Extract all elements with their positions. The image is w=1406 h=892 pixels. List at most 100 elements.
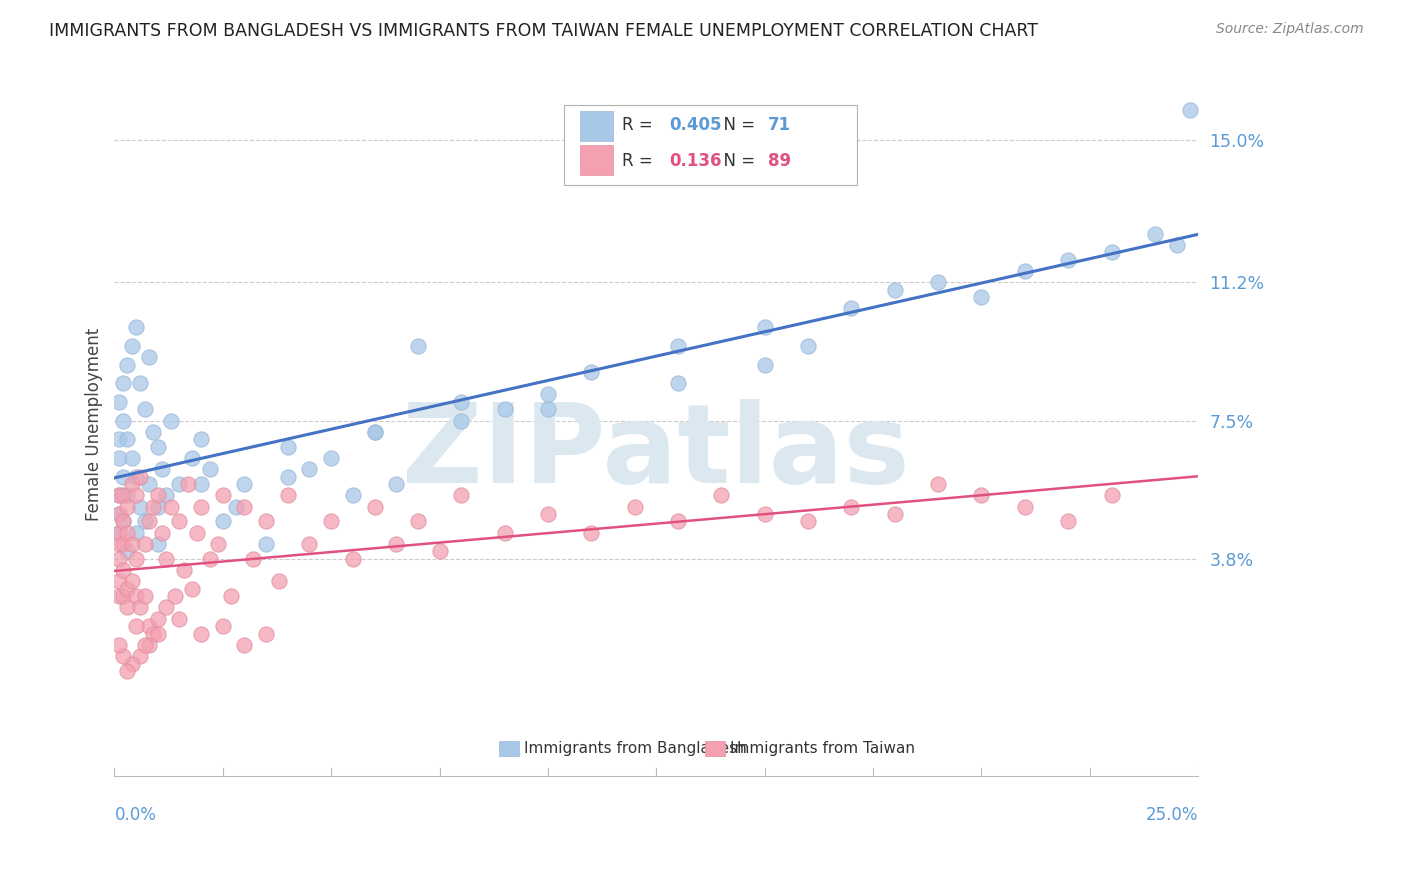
Point <box>363 425 385 439</box>
Point <box>211 488 233 502</box>
Point <box>1101 245 1123 260</box>
Text: R =: R = <box>621 116 658 134</box>
Point <box>927 477 949 491</box>
Point <box>134 638 156 652</box>
Point <box>173 563 195 577</box>
Point <box>797 339 820 353</box>
Point <box>233 477 256 491</box>
Point <box>406 339 429 353</box>
Point <box>177 477 200 491</box>
Point <box>666 376 689 391</box>
Bar <box>704 740 724 756</box>
Point <box>134 515 156 529</box>
Point <box>112 469 135 483</box>
Point <box>225 500 247 514</box>
Point <box>537 507 560 521</box>
Point <box>927 275 949 289</box>
Point <box>754 320 776 334</box>
Point <box>112 515 135 529</box>
Point <box>129 500 152 514</box>
Point <box>242 552 264 566</box>
Point <box>190 500 212 514</box>
Point <box>186 525 208 540</box>
Y-axis label: Female Unemployment: Female Unemployment <box>86 327 103 521</box>
Point <box>1166 238 1188 252</box>
Point <box>150 462 173 476</box>
Point <box>429 544 451 558</box>
Point <box>1014 264 1036 278</box>
Point <box>666 515 689 529</box>
Point <box>107 488 129 502</box>
Point <box>1014 500 1036 514</box>
FancyBboxPatch shape <box>564 104 856 186</box>
Point <box>134 589 156 603</box>
Point <box>146 537 169 551</box>
Point <box>138 477 160 491</box>
Point <box>363 425 385 439</box>
Point <box>107 638 129 652</box>
Point <box>494 525 516 540</box>
Point <box>537 387 560 401</box>
Point <box>754 507 776 521</box>
Point <box>121 537 143 551</box>
Point <box>970 488 993 502</box>
Text: Source: ZipAtlas.com: Source: ZipAtlas.com <box>1216 22 1364 37</box>
Text: 0.136: 0.136 <box>669 153 721 170</box>
Point <box>138 515 160 529</box>
Point <box>883 283 905 297</box>
Point <box>190 432 212 446</box>
Point <box>385 537 408 551</box>
Point <box>129 600 152 615</box>
Bar <box>581 145 613 175</box>
Point <box>623 500 645 514</box>
Point <box>254 515 277 529</box>
Point <box>1143 227 1166 241</box>
Text: 71: 71 <box>768 116 792 134</box>
Bar <box>499 740 519 756</box>
Point <box>107 525 129 540</box>
Point <box>112 488 135 502</box>
Point <box>134 402 156 417</box>
Point <box>1057 252 1080 267</box>
Point <box>125 619 148 633</box>
Point <box>970 290 993 304</box>
Point <box>537 402 560 417</box>
Point <box>1101 488 1123 502</box>
Point <box>138 350 160 364</box>
Point <box>112 515 135 529</box>
Point <box>125 589 148 603</box>
Point <box>121 657 143 671</box>
Text: ZIPatlas: ZIPatlas <box>402 399 910 506</box>
Point <box>450 413 472 427</box>
Point <box>233 638 256 652</box>
Point <box>129 469 152 483</box>
Point <box>107 507 129 521</box>
Point <box>125 488 148 502</box>
Point <box>254 626 277 640</box>
Point <box>342 552 364 566</box>
Point <box>117 525 139 540</box>
Point <box>169 477 191 491</box>
Point <box>107 552 129 566</box>
Point <box>841 500 863 514</box>
Point <box>146 626 169 640</box>
Point <box>146 488 169 502</box>
Point <box>142 500 165 514</box>
Point <box>138 638 160 652</box>
Bar <box>581 112 613 141</box>
Text: IMMIGRANTS FROM BANGLADESH VS IMMIGRANTS FROM TAIWAN FEMALE UNEMPLOYMENT CORRELA: IMMIGRANTS FROM BANGLADESH VS IMMIGRANTS… <box>49 22 1038 40</box>
Point <box>117 488 139 502</box>
Point <box>142 626 165 640</box>
Text: 0.405: 0.405 <box>669 116 721 134</box>
Point <box>107 395 129 409</box>
Point <box>169 612 191 626</box>
Point <box>125 469 148 483</box>
Point <box>155 600 177 615</box>
Point <box>112 537 135 551</box>
Point <box>117 582 139 596</box>
Text: Immigrants from Bangladesh: Immigrants from Bangladesh <box>524 740 747 756</box>
Point <box>129 376 152 391</box>
Point <box>207 537 229 551</box>
Point <box>112 413 135 427</box>
Point <box>666 339 689 353</box>
